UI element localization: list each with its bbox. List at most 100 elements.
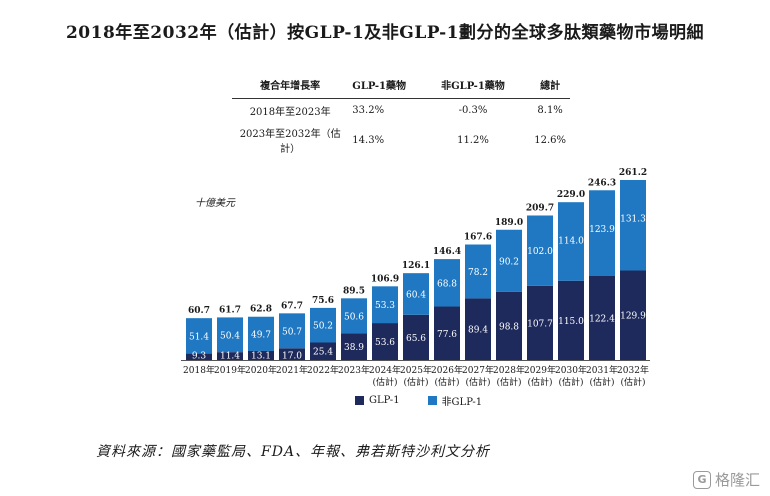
- bar-glp1: [434, 306, 460, 360]
- bar-nonglp1: [434, 259, 460, 307]
- x-tick-label: 2027年: [462, 364, 494, 376]
- legend-item-glp1: GLP-1: [355, 395, 400, 406]
- data-label-total: 189.0: [495, 218, 523, 228]
- cagr-header-nonglp1: 非GLP-1藥物: [441, 81, 505, 92]
- bar-nonglp1: [403, 273, 429, 315]
- x-tick-sublabel: (估計): [527, 376, 552, 388]
- bar-nonglp1: [496, 229, 522, 292]
- x-tick-sublabel: (估計): [434, 376, 459, 388]
- data-label-glp1: 122.4: [589, 314, 615, 324]
- data-label-total: 167.6: [464, 233, 492, 243]
- data-label-total: 209.7: [526, 203, 554, 213]
- bar-nonglp1: [341, 298, 367, 334]
- x-tick-sublabel: (估計): [558, 376, 583, 388]
- x-tick-label: 2025年: [400, 364, 432, 376]
- bar-glp1: [310, 342, 336, 360]
- x-tick-sublabel: (估計): [589, 376, 614, 388]
- bar-glp1: [279, 348, 305, 360]
- bar-glp1: [620, 270, 646, 360]
- data-label-glp1: 38.9: [344, 343, 364, 353]
- data-label-glp1: 25.4: [313, 348, 333, 358]
- legend: GLP-1 非GLP-1: [355, 393, 482, 408]
- bar-nonglp1: [372, 286, 398, 324]
- data-label-nonglp1: 50.4: [220, 331, 240, 341]
- bar-glp1: [527, 285, 553, 360]
- legend-label-nonglp1: 非GLP-1: [441, 397, 483, 408]
- data-label-total: 62.8: [250, 305, 272, 315]
- bar-glp1: [372, 323, 398, 360]
- x-tick-label: 2031年: [586, 364, 618, 376]
- cagr-header-period: 複合年增長率: [260, 81, 321, 92]
- cagr-glp1: 14.3%: [352, 134, 385, 146]
- data-label-total: 75.6: [312, 296, 334, 306]
- cagr-period: 2023年至2032年（估計）: [239, 129, 341, 155]
- data-label-glp1: 77.6: [437, 330, 457, 340]
- data-label-nonglp1: 50.6: [344, 312, 364, 322]
- x-tick-label: 2019年: [214, 364, 246, 376]
- data-label-total: 261.2: [619, 168, 647, 178]
- data-label-glp1: 65.6: [406, 334, 426, 344]
- x-tick-label: 2020年: [245, 364, 277, 376]
- x-tick-sublabel: (估計): [372, 376, 397, 388]
- data-label-glp1: 129.9: [620, 312, 646, 322]
- x-tick-label: 2026年: [431, 364, 463, 376]
- data-label-total: 89.5: [343, 286, 365, 296]
- bar-nonglp1: [217, 317, 243, 353]
- data-label-glp1: 13.1: [251, 352, 271, 362]
- data-label-nonglp1: 51.4: [189, 332, 209, 342]
- cagr-row: 2023年至2032年（估計） 14.3% 11.2% 12.6%: [232, 121, 570, 158]
- cagr-nonglp1: -0.3%: [458, 105, 488, 116]
- data-label-nonglp1: 50.7: [282, 327, 302, 337]
- data-label-glp1: 107.7: [527, 319, 553, 329]
- bar-nonglp1: [558, 202, 584, 281]
- watermark-logo-icon: G: [692, 470, 711, 489]
- data-label-glp1: 9.3: [192, 352, 207, 362]
- x-tick-label: 2021年: [276, 364, 308, 376]
- bar-glp1: [465, 298, 491, 360]
- data-label-nonglp1: 49.7: [251, 330, 271, 340]
- bar-nonglp1: [279, 313, 305, 349]
- x-tick-sublabel: (估計): [496, 376, 521, 388]
- x-tick-label: 2028年: [493, 364, 525, 376]
- data-label-glp1: 17.0: [282, 352, 302, 362]
- cagr-total: 12.6%: [534, 134, 566, 146]
- data-label-total: 60.7: [188, 306, 210, 316]
- watermark-text: 格隆汇: [714, 471, 760, 489]
- source-note: 資料來源：國家藥監局、FDA、年報、弗若斯特沙利文分析: [96, 444, 491, 460]
- cagr-glp1: 33.2%: [352, 105, 385, 116]
- bar-glp1: [248, 350, 274, 360]
- bar-glp1: [558, 280, 584, 360]
- x-tick-label: 2030年: [555, 364, 587, 376]
- x-tick-label: 2024年: [369, 364, 401, 376]
- y-unit-label: 十億美元: [195, 198, 235, 209]
- bar-glp1: [217, 352, 243, 360]
- bar-glp1: [403, 314, 429, 360]
- x-tick-label: 2032年: [617, 364, 649, 376]
- bar-nonglp1: [527, 215, 553, 286]
- data-label-nonglp1: 53.3: [375, 301, 395, 311]
- x-tick-sublabel: (估計): [465, 376, 490, 388]
- data-label-nonglp1: 123.9: [589, 225, 615, 235]
- data-label-glp1: 11.4: [220, 352, 240, 362]
- bar-glp1: [186, 353, 212, 360]
- cagr-nonglp1: 11.2%: [457, 134, 489, 146]
- data-label-total: 229.0: [557, 190, 585, 200]
- bar-glp1: [496, 291, 522, 360]
- data-label-nonglp1: 60.4: [406, 290, 426, 300]
- data-label-nonglp1: 90.2: [499, 257, 519, 267]
- watermark: G 格隆汇: [692, 469, 760, 490]
- x-tick-label: 2023年: [338, 364, 370, 376]
- data-label-total: 106.9: [371, 274, 399, 284]
- data-label-nonglp1: 102.0: [527, 247, 553, 257]
- cagr-period: 2018年至2023年: [249, 107, 331, 118]
- data-label-glp1: 98.8: [499, 322, 519, 332]
- cagr-row: 2018年至2023年 33.2% -0.3% 8.1%: [232, 99, 570, 122]
- bar-nonglp1: [186, 318, 212, 354]
- data-label-glp1: 115.0: [558, 317, 584, 327]
- data-label-nonglp1: 131.3: [620, 215, 646, 225]
- data-label-nonglp1: 78.2: [468, 268, 488, 278]
- cagr-header-row: 複合年增長率 GLP-1藥物 非GLP-1藥物 總計: [232, 72, 570, 99]
- data-label-nonglp1: 114.0: [558, 237, 584, 247]
- data-label-total: 126.1: [402, 261, 430, 271]
